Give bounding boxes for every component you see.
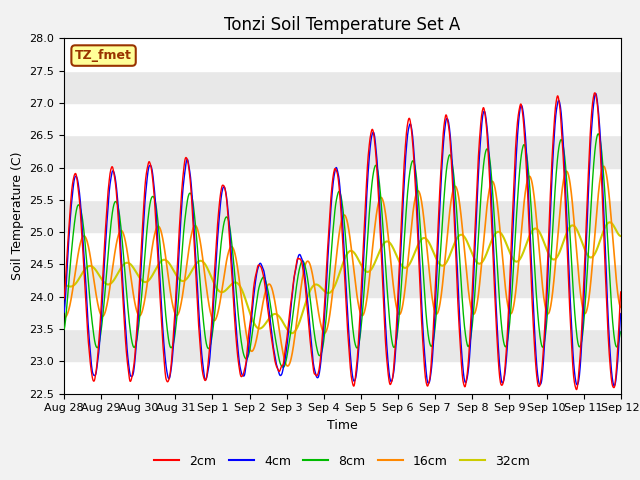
16cm	[60, 315, 68, 321]
Bar	[64, 38, 621, 71]
8cm	[502, 344, 509, 349]
4cm	[611, 383, 618, 389]
X-axis label: Time: Time	[327, 419, 358, 432]
Bar	[64, 329, 621, 361]
32cm	[246, 311, 254, 316]
4cm	[502, 366, 509, 372]
8cm	[184, 195, 191, 201]
Title: Tonzi Soil Temperature Set A: Tonzi Soil Temperature Set A	[224, 16, 461, 34]
32cm	[170, 269, 178, 275]
Bar	[64, 200, 621, 232]
4cm	[592, 91, 600, 96]
Line: 32cm: 32cm	[64, 222, 621, 333]
16cm	[617, 304, 625, 310]
Bar	[64, 168, 621, 200]
8cm	[60, 326, 68, 332]
4cm	[184, 157, 191, 163]
Bar	[64, 71, 621, 103]
32cm	[617, 233, 625, 239]
8cm	[246, 345, 254, 351]
8cm	[279, 364, 287, 370]
2cm	[246, 320, 254, 326]
32cm	[605, 219, 613, 225]
4cm	[551, 127, 559, 133]
8cm	[429, 339, 437, 345]
16cm	[246, 347, 254, 352]
4cm	[246, 331, 254, 336]
4cm	[170, 331, 178, 336]
Line: 16cm: 16cm	[64, 166, 621, 366]
Bar	[64, 361, 621, 394]
32cm	[502, 240, 509, 246]
16cm	[600, 163, 607, 169]
Bar	[64, 264, 621, 297]
8cm	[551, 188, 559, 194]
2cm	[60, 296, 68, 302]
8cm	[595, 131, 602, 137]
Legend: 2cm, 4cm, 8cm, 16cm, 32cm: 2cm, 4cm, 8cm, 16cm, 32cm	[150, 450, 535, 473]
Bar	[64, 135, 621, 168]
2cm	[502, 359, 509, 364]
Bar	[64, 232, 621, 264]
16cm	[429, 301, 437, 307]
16cm	[284, 363, 291, 369]
Line: 8cm: 8cm	[64, 134, 621, 367]
Bar	[64, 297, 621, 329]
8cm	[170, 336, 178, 342]
Line: 2cm: 2cm	[64, 93, 621, 390]
Bar	[64, 103, 621, 135]
32cm	[60, 282, 68, 288]
32cm	[184, 275, 191, 280]
4cm	[617, 311, 625, 316]
2cm	[591, 90, 598, 96]
Line: 4cm: 4cm	[64, 94, 621, 386]
2cm	[429, 336, 436, 342]
4cm	[429, 351, 436, 357]
16cm	[551, 265, 559, 271]
2cm	[551, 114, 559, 120]
16cm	[184, 254, 191, 260]
32cm	[429, 249, 437, 254]
2cm	[573, 387, 580, 393]
2cm	[170, 319, 178, 325]
32cm	[551, 256, 559, 262]
32cm	[288, 330, 296, 336]
2cm	[184, 159, 191, 165]
16cm	[502, 289, 509, 295]
Y-axis label: Soil Temperature (C): Soil Temperature (C)	[11, 152, 24, 280]
2cm	[617, 289, 625, 295]
4cm	[60, 310, 68, 315]
8cm	[617, 329, 625, 335]
16cm	[170, 309, 178, 314]
Text: TZ_fmet: TZ_fmet	[75, 49, 132, 62]
